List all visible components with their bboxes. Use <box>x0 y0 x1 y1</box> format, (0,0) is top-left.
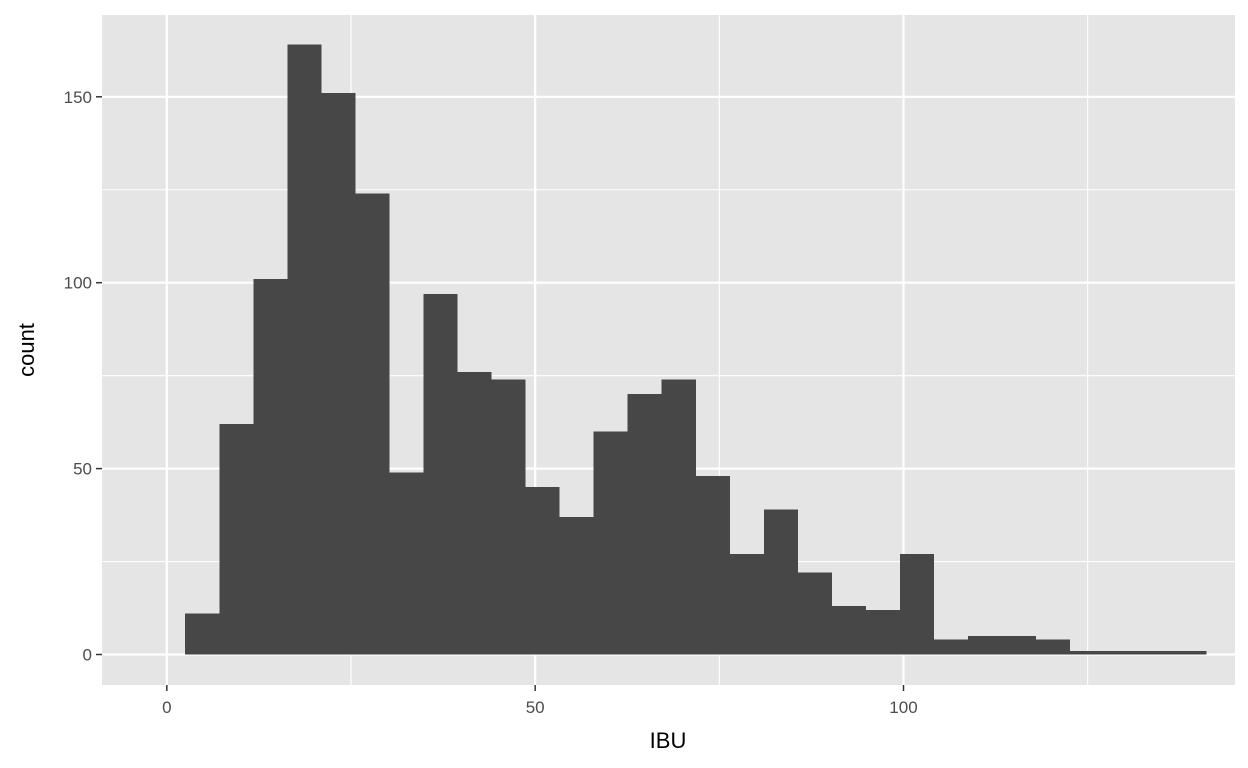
y-axis-title: count <box>14 323 39 377</box>
x-tick-label: 100 <box>889 698 917 717</box>
axis-ticks <box>96 96 905 691</box>
histogram-bar <box>593 431 628 655</box>
histogram-bar <box>729 554 764 655</box>
histogram-bar <box>797 572 832 655</box>
y-axis-tick-labels: 0 50 100 150 <box>64 88 92 665</box>
histogram-bar <box>1172 650 1207 655</box>
histogram-bar <box>525 487 560 655</box>
histogram-bar <box>1104 650 1139 655</box>
histogram-bar <box>831 606 866 655</box>
histogram-bar <box>559 516 594 655</box>
histogram-bar <box>1070 650 1105 655</box>
y-tick-label: 0 <box>83 646 92 665</box>
histogram-bars <box>185 44 1207 655</box>
histogram-bar <box>1138 650 1173 655</box>
histogram-bar <box>1002 635 1037 655</box>
y-tick-label: 100 <box>64 274 92 293</box>
x-axis-title: IBU <box>650 728 687 753</box>
histogram-bar <box>389 472 424 655</box>
histogram-bar <box>661 379 696 655</box>
histogram-bar <box>933 639 969 655</box>
histogram-bar <box>968 635 1003 655</box>
x-axis-tick-labels: 0 50 100 <box>162 698 918 717</box>
histogram-bar <box>865 609 900 655</box>
y-tick-label: 50 <box>73 460 92 479</box>
x-tick-label: 50 <box>526 698 545 717</box>
histogram-bar <box>321 93 356 655</box>
histogram-bar <box>763 509 798 655</box>
histogram-bar <box>355 193 390 655</box>
histogram-bar <box>695 476 730 655</box>
histogram-bar <box>185 613 220 655</box>
y-tick-label: 150 <box>64 88 92 107</box>
histogram-bar <box>1036 639 1071 655</box>
histogram-bar <box>287 44 322 655</box>
histogram-bar <box>627 394 662 655</box>
histogram-bar <box>457 371 492 655</box>
histogram-bar <box>423 293 458 655</box>
x-tick-label: 0 <box>162 698 171 717</box>
histogram-bar <box>899 554 934 655</box>
histogram-bar <box>253 278 288 655</box>
histogram-bar <box>491 379 526 655</box>
histogram-bar <box>219 423 254 655</box>
